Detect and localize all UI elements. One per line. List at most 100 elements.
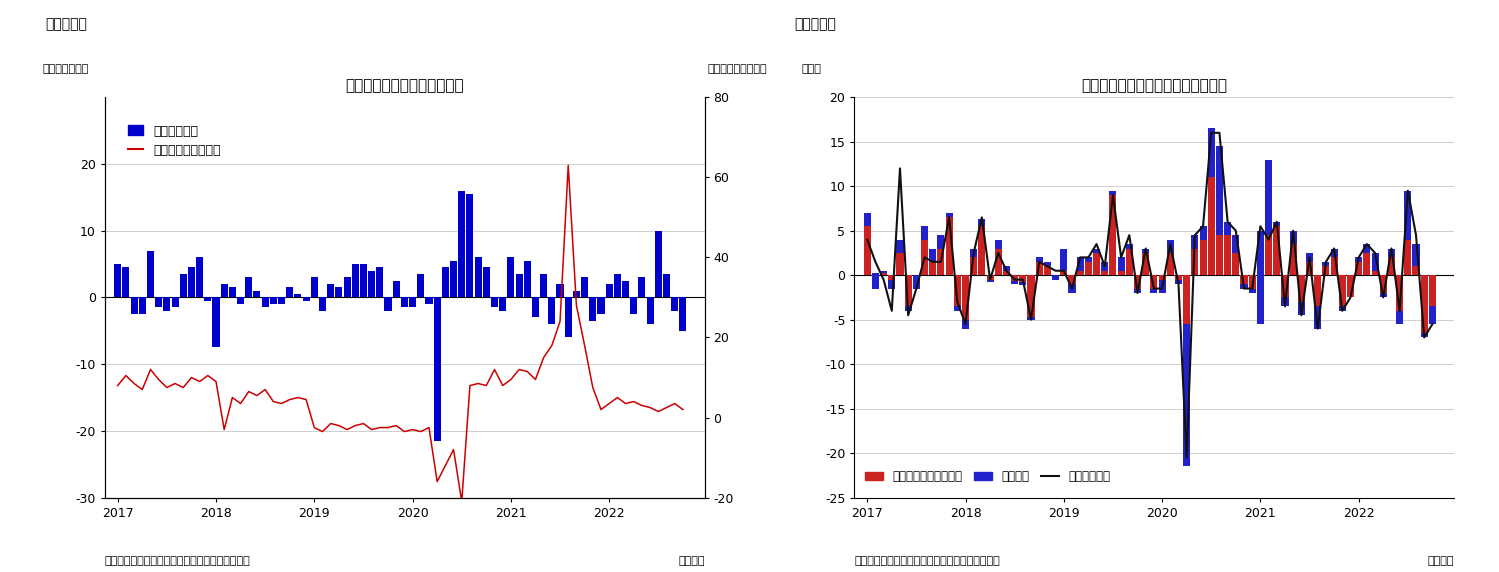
Bar [1225, 235, 1231, 275]
Bar [1241, 284, 1247, 288]
Bar [913, 275, 920, 288]
Bar [1379, 275, 1387, 293]
Bar [426, 297, 433, 304]
Bar [1175, 275, 1183, 284]
Bar [946, 217, 953, 275]
Bar [913, 275, 920, 288]
Bar [1093, 253, 1100, 275]
Bar [1003, 271, 1010, 275]
Bar [1159, 275, 1166, 280]
Bar [1175, 280, 1183, 284]
Bar [1133, 288, 1141, 293]
Bar [1052, 275, 1060, 280]
Bar [171, 297, 178, 308]
Bar [1060, 271, 1067, 275]
Bar [1289, 244, 1297, 275]
Bar [1331, 248, 1337, 257]
Bar [1069, 284, 1075, 293]
Text: （月次）: （月次） [678, 557, 705, 566]
Bar [1076, 271, 1084, 275]
Bar [1429, 275, 1436, 307]
Bar [1355, 262, 1363, 275]
Bar [1216, 146, 1223, 235]
Text: （資料）センサス局よりニッセイ基礎研究所作成: （資料）センサス局よりニッセイ基礎研究所作成 [854, 557, 1000, 566]
Bar [1421, 333, 1427, 337]
Bar [1192, 248, 1198, 275]
Bar [1348, 275, 1354, 297]
Bar [343, 277, 351, 297]
Bar [672, 297, 678, 311]
Bar [1388, 257, 1396, 275]
Bar [147, 251, 154, 297]
Legend: 集合住宅（二戸以上）, 一戸建て, 住宅許可件数: 集合住宅（二戸以上）, 一戸建て, 住宅許可件数 [860, 465, 1115, 488]
Bar [889, 275, 895, 288]
Bar [1216, 235, 1223, 275]
Bar [523, 261, 531, 297]
Bar [549, 297, 556, 324]
Bar [310, 277, 318, 297]
Bar [1019, 275, 1027, 283]
Bar [896, 253, 904, 275]
Bar [880, 271, 887, 275]
Bar [655, 231, 663, 297]
Bar [589, 297, 597, 321]
Bar [1199, 227, 1207, 240]
Bar [1036, 262, 1043, 275]
Bar [442, 268, 448, 297]
Bar [582, 277, 588, 297]
Bar [1282, 275, 1289, 297]
Bar [979, 227, 985, 275]
Bar [929, 262, 937, 275]
Bar [639, 277, 646, 297]
Bar [400, 297, 408, 308]
Bar [229, 287, 235, 297]
Bar [154, 297, 162, 308]
Bar [123, 268, 129, 297]
Bar [995, 240, 1001, 248]
Bar [1052, 275, 1060, 280]
Bar [1126, 244, 1133, 248]
Bar [920, 227, 928, 240]
Bar [1306, 253, 1313, 262]
Bar [986, 275, 994, 280]
Text: （％）: （％） [802, 64, 821, 74]
Bar [1331, 257, 1337, 275]
Bar [646, 297, 654, 324]
Bar [1109, 195, 1117, 275]
Bar [1208, 128, 1214, 177]
Bar [1133, 275, 1141, 288]
Bar [1315, 307, 1321, 328]
Bar [937, 248, 944, 275]
Bar [565, 297, 571, 337]
Bar [1412, 244, 1420, 267]
Bar [417, 274, 424, 297]
Bar [1273, 227, 1280, 275]
Bar [1265, 235, 1273, 275]
Text: （月次）: （月次） [1427, 557, 1454, 566]
Bar [1241, 275, 1247, 284]
Bar [1142, 248, 1150, 253]
Bar [962, 275, 968, 328]
Bar [1282, 297, 1289, 307]
Bar [1412, 267, 1420, 275]
Bar [1322, 262, 1330, 267]
Bar [1298, 302, 1306, 315]
Bar [1109, 190, 1117, 195]
Bar [1159, 280, 1166, 293]
Bar [114, 264, 121, 297]
Bar [920, 240, 928, 275]
Bar [1036, 257, 1043, 262]
Bar [303, 297, 310, 301]
Bar [130, 297, 138, 314]
Bar [499, 297, 507, 311]
Text: （図表５）: （図表５） [45, 17, 87, 31]
Bar [995, 248, 1001, 275]
Bar [937, 235, 944, 248]
Bar [880, 271, 887, 273]
Bar [393, 281, 400, 297]
Bar [1118, 271, 1124, 275]
Bar [1019, 283, 1027, 285]
Bar [946, 213, 953, 217]
Bar [1363, 253, 1370, 275]
Bar [1208, 177, 1214, 275]
